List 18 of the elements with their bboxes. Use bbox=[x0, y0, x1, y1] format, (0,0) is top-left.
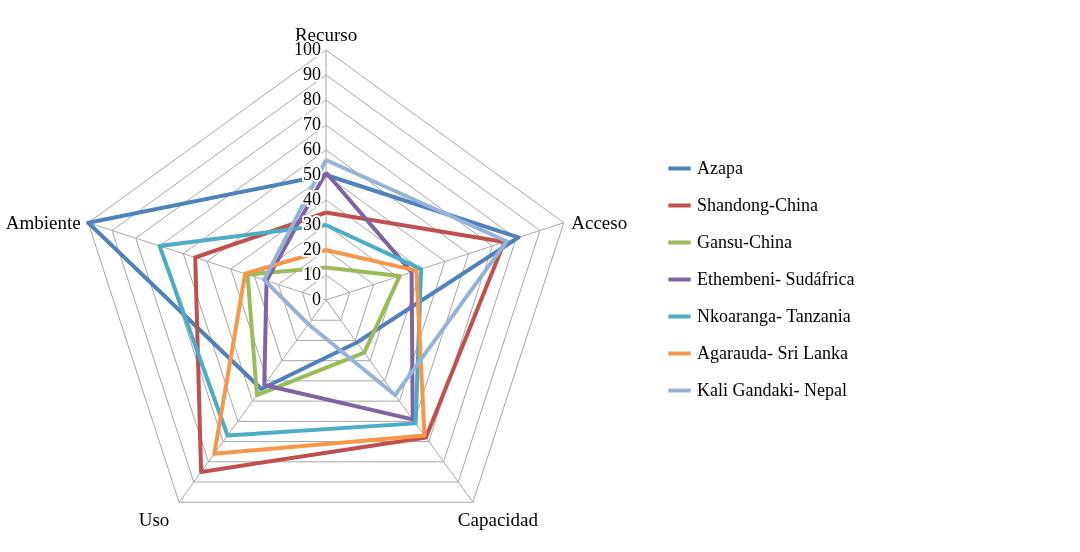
legend-label: Gansu-China bbox=[697, 231, 792, 252]
y-tick-label: 60 bbox=[303, 139, 321, 159]
y-tick-label: 90 bbox=[303, 64, 321, 84]
y-tick-label: 70 bbox=[303, 114, 321, 134]
spoke-label: Uso bbox=[138, 508, 170, 530]
y-tick-label: 80 bbox=[303, 89, 321, 109]
spoke-label: Ambiente bbox=[5, 211, 81, 233]
y-tick-label: 40 bbox=[303, 189, 321, 209]
legend-label: Azapa bbox=[697, 157, 743, 178]
spoke-label: Capacidad bbox=[457, 508, 539, 530]
legend-label: Agarauda- Sri Lanka bbox=[697, 342, 848, 363]
legend-label: Nkoaranga- Tanzania bbox=[697, 305, 851, 326]
y-tick-label: 0 bbox=[312, 289, 321, 309]
spoke-label: Acceso bbox=[571, 211, 628, 233]
y-tick-label: 10 bbox=[303, 264, 321, 284]
legend-label: Kali Gandaki- Nepal bbox=[697, 379, 847, 400]
legend-label: Ethembeni- Sudáfrica bbox=[697, 268, 855, 289]
legend-label: Shandong-China bbox=[697, 194, 818, 215]
